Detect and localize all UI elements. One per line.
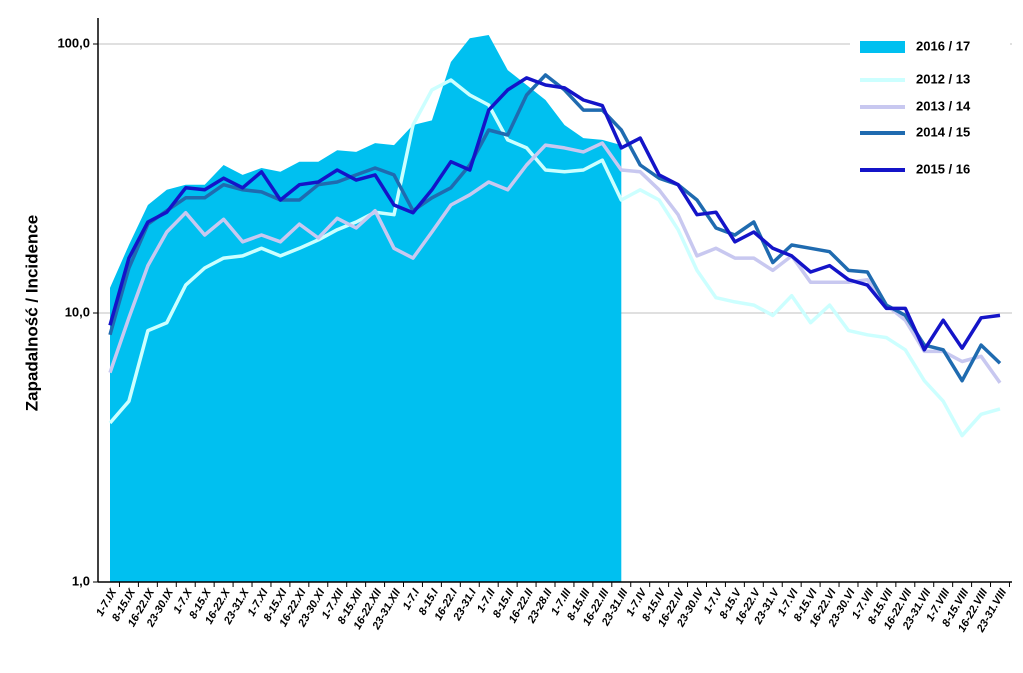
legend-label: 2013 / 14 (916, 98, 971, 113)
legend-swatch (860, 41, 905, 53)
legend-box (850, 30, 1010, 190)
y-tick-label: 1,0 (72, 573, 90, 588)
line (108, 76, 1001, 352)
line (108, 78, 1001, 438)
line (108, 73, 1002, 383)
legend-label: 2012 / 13 (916, 71, 970, 86)
legend-label: 2014 / 15 (916, 124, 970, 139)
legend-label: 2016 / 17 (916, 38, 970, 53)
y-tick-label: 100,0 (57, 35, 90, 50)
area (110, 35, 622, 582)
plot (93, 35, 1012, 583)
legend-label: 2015 / 16 (916, 161, 970, 176)
y-tick-label: 10,0 (65, 304, 90, 319)
y-axis-label: Zapadalność / Incidence (22, 215, 41, 412)
